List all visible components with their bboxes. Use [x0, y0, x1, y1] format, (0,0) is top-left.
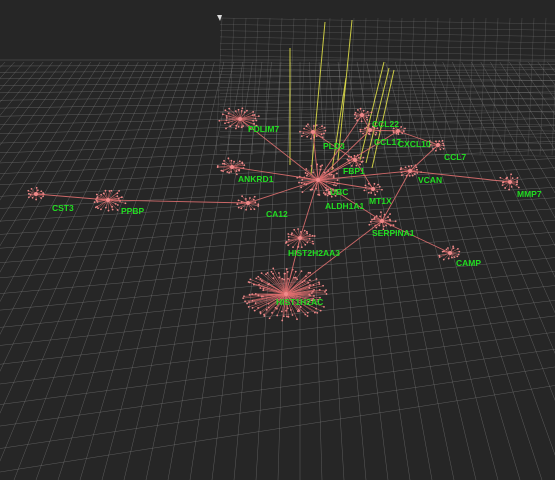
node-ccl7[interactable]	[436, 143, 440, 147]
node-cst3[interactable]	[34, 192, 38, 196]
label-hist1h2ac: HIST1H2AC	[276, 297, 323, 307]
label-mmp7: MMP7	[517, 189, 542, 199]
label-ppbp: PPBP	[121, 206, 144, 216]
label-ubc: UBC	[330, 187, 348, 197]
node-mt1x[interactable]	[371, 187, 375, 191]
label-camp: CAMP	[456, 258, 481, 268]
node-ankrd1[interactable]	[230, 165, 234, 169]
node-ccl22[interactable]	[360, 113, 364, 117]
label-fbp1: FBP1	[343, 166, 365, 176]
label-pld3: PLD3	[323, 141, 345, 151]
label-mt1x: MT1X	[369, 196, 392, 206]
label-vcan: VCAN	[418, 175, 442, 185]
label-ccl7: CCL7	[444, 152, 466, 162]
label-hist2h2aa3: HIST2H2AA3	[288, 248, 340, 258]
node-serpina1[interactable]	[380, 219, 384, 223]
label-aldh1a1: ALDH1A1	[325, 201, 364, 211]
label-pdlim7: PDLIM7	[248, 124, 279, 134]
node-mmp7[interactable]	[508, 180, 512, 184]
label-serpina1: SERPINA1	[372, 228, 415, 238]
node-camp[interactable]	[448, 251, 452, 255]
node-ubc[interactable]	[316, 178, 320, 182]
node-fbp1[interactable]	[353, 158, 357, 162]
node-cxcl10[interactable]	[396, 129, 400, 133]
label-ca12: CA12	[266, 209, 288, 219]
node-hist2h2aa3[interactable]	[298, 236, 302, 240]
node-ca12[interactable]	[246, 201, 250, 205]
label-cxcl10: CXCL10	[398, 139, 431, 149]
label-cst3: CST3	[52, 203, 74, 213]
label-ccl22: CCL22	[372, 119, 399, 129]
node-hist1h2ac[interactable]	[284, 292, 288, 296]
label-ankrd1: ANKRD1	[238, 174, 274, 184]
node-pld3[interactable]	[311, 130, 315, 134]
node-vcan[interactable]	[408, 169, 412, 173]
node-ppbp[interactable]	[106, 198, 110, 202]
node-pdlim7[interactable]	[238, 117, 242, 121]
